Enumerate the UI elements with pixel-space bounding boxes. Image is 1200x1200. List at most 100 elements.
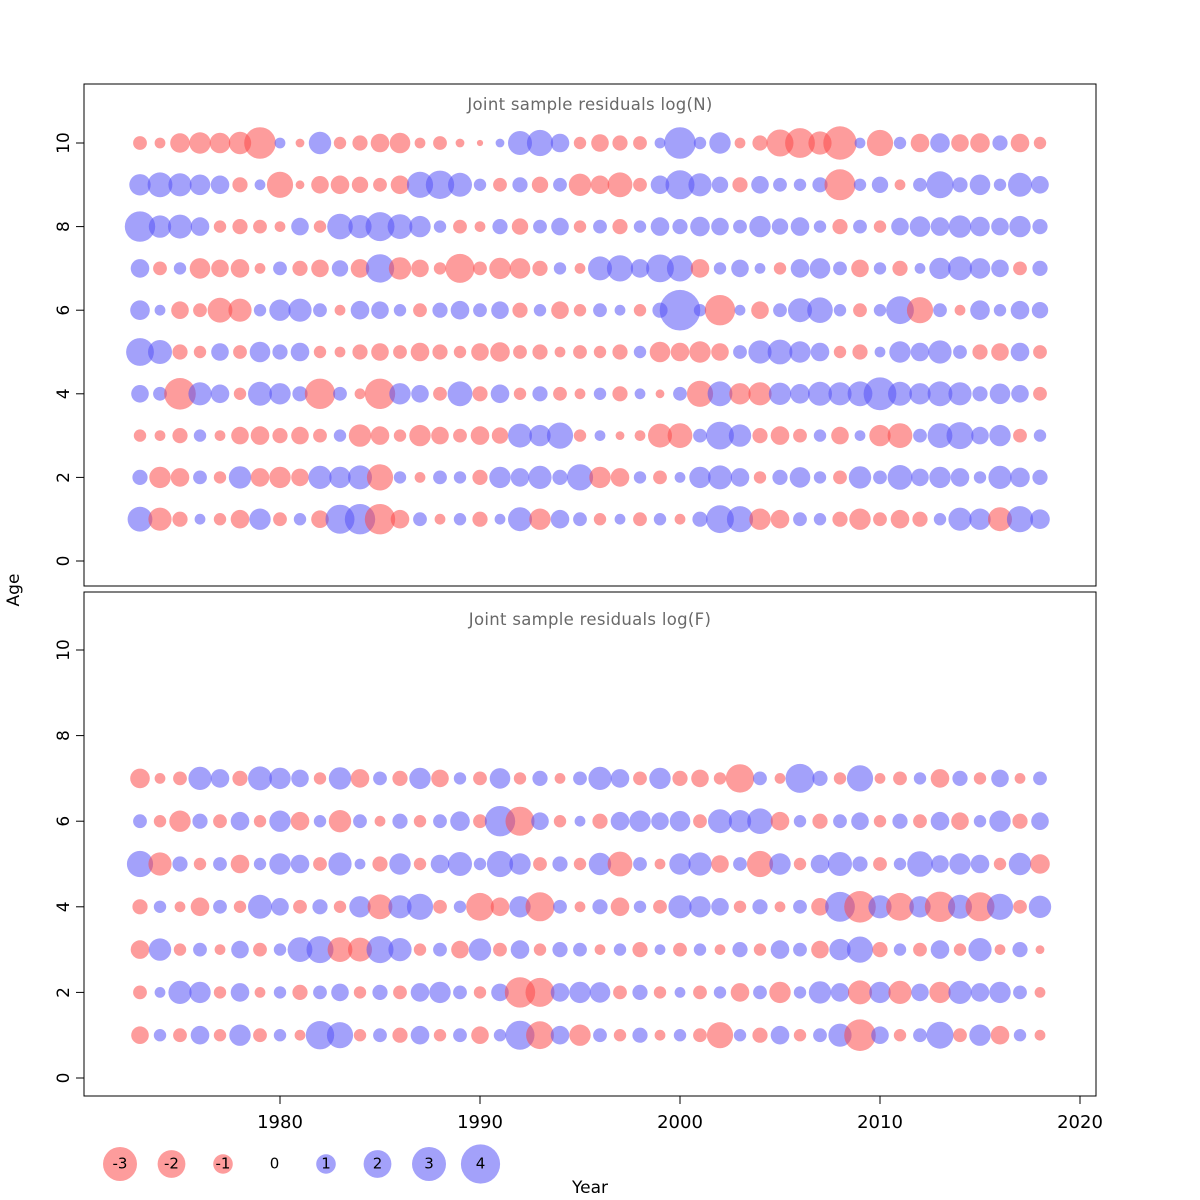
- bubble: [490, 342, 510, 362]
- bubble: [969, 508, 991, 530]
- bubble: [690, 216, 710, 237]
- bubble: [909, 896, 931, 918]
- bubble: [130, 768, 150, 789]
- bubble: [410, 342, 430, 362]
- legend-bubble: [363, 1150, 392, 1178]
- bubble: [753, 985, 767, 1000]
- bubble: [291, 468, 309, 487]
- bubble: [968, 938, 992, 962]
- bubble: [493, 942, 507, 957]
- bubble: [273, 1029, 287, 1042]
- bubble: [228, 298, 252, 322]
- bubble: [924, 891, 956, 922]
- bubble: [552, 942, 568, 958]
- bubble: [273, 986, 287, 999]
- bubble: [771, 218, 789, 235]
- bubble: [291, 769, 309, 788]
- bubble: [533, 857, 547, 871]
- bubble: [126, 338, 154, 366]
- bubble: [593, 387, 607, 400]
- bubble: [610, 769, 630, 788]
- bubble: [926, 1021, 954, 1049]
- bubble: [729, 383, 751, 405]
- bubble: [793, 857, 807, 871]
- legend-label: 4: [476, 1155, 486, 1173]
- panel-logF: 0 2 4 6 8 10: [54, 591, 1097, 1097]
- bubble: [693, 1028, 707, 1043]
- bubble: [591, 134, 609, 152]
- size-legend: -3 -2 -1 0 1 2 3 4: [103, 1144, 501, 1184]
- bubble: [290, 342, 310, 362]
- bubble: [153, 386, 167, 401]
- bubble: [873, 857, 887, 871]
- bubble: [693, 985, 707, 1000]
- bubble: [1010, 300, 1030, 320]
- bubble: [588, 256, 612, 281]
- bubble: [553, 899, 567, 914]
- bubble: [470, 426, 490, 445]
- bubble: [328, 767, 352, 790]
- bubble: [686, 380, 714, 407]
- bubble: [689, 466, 711, 489]
- bubble: [909, 216, 931, 237]
- bubble: [708, 465, 732, 490]
- bubble: [473, 771, 487, 786]
- y-tick-label: 10: [54, 132, 74, 154]
- bubble: [632, 1027, 648, 1043]
- bubble: [853, 219, 867, 234]
- bubble: [948, 507, 972, 531]
- bubble: [313, 220, 327, 233]
- bubble: [674, 513, 686, 525]
- bubble: [269, 767, 291, 790]
- bubble: [532, 386, 548, 402]
- bubble: [813, 1028, 827, 1043]
- bubble: [154, 137, 166, 149]
- bubble: [653, 470, 667, 485]
- bubble: [1012, 813, 1028, 829]
- bubble: [213, 899, 227, 914]
- bubble: [269, 383, 291, 405]
- legend-bubble: [157, 1150, 186, 1178]
- bubble: [510, 940, 530, 959]
- bubble: [311, 259, 329, 278]
- bubble: [133, 985, 147, 1000]
- bubble: [148, 852, 172, 876]
- bubble: [476, 139, 484, 147]
- bubble: [929, 981, 951, 1004]
- bubble: [554, 773, 566, 784]
- legend-label: 0: [270, 1155, 280, 1173]
- bubble: [366, 936, 394, 964]
- bubble: [433, 942, 447, 957]
- bubble: [414, 472, 426, 483]
- bubble: [793, 428, 807, 443]
- bubble: [730, 468, 750, 487]
- bubble: [808, 981, 832, 1004]
- bubble: [993, 178, 1007, 191]
- bubble: [445, 253, 475, 283]
- bubble: [472, 386, 488, 402]
- bubble: [472, 511, 488, 527]
- bubble: [169, 810, 191, 832]
- bubble: [610, 897, 630, 917]
- bubble: [349, 896, 371, 918]
- bubble: [948, 382, 972, 406]
- bubble: [812, 813, 828, 829]
- bubble: [550, 509, 570, 529]
- bubble: [749, 215, 771, 238]
- bubble: [789, 341, 811, 363]
- x-tick-label: 2010: [857, 1112, 903, 1133]
- bubble: [973, 471, 987, 484]
- legend-label: 1: [321, 1155, 331, 1173]
- bubble: [833, 304, 847, 317]
- bubble: [168, 214, 192, 239]
- bubble: [748, 382, 772, 406]
- bubble: [890, 509, 910, 529]
- bubble: [269, 853, 291, 875]
- bubble: [650, 175, 670, 195]
- bubble: [350, 769, 370, 788]
- bubble: [909, 383, 931, 405]
- bubble: [569, 981, 591, 1004]
- bubble: [254, 179, 266, 191]
- bubble: [210, 175, 230, 195]
